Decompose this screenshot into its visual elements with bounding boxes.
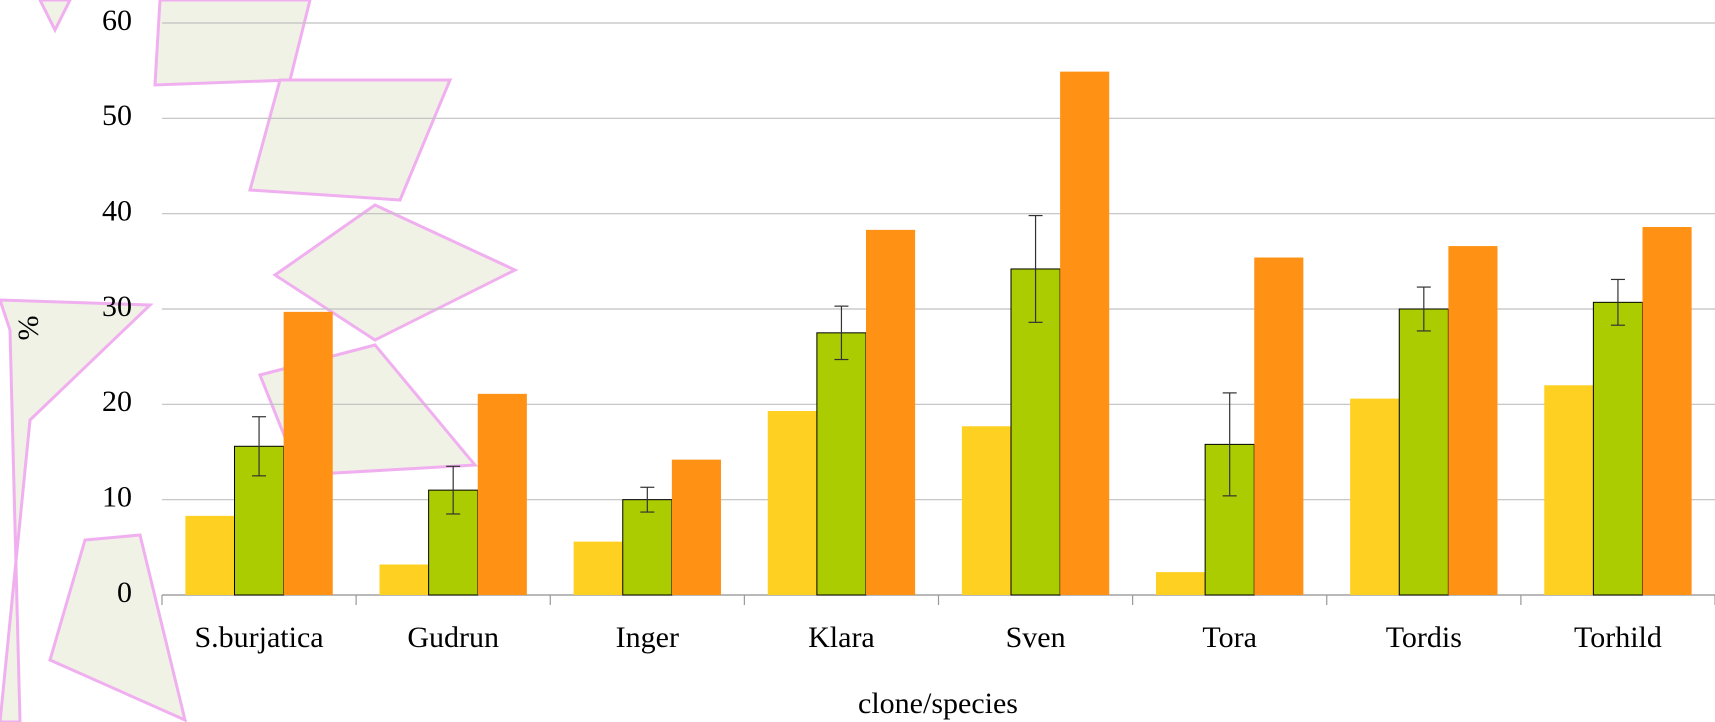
bar — [185, 516, 234, 595]
x-tick-label: Gudrun — [407, 621, 499, 654]
x-tick-label: Torhild — [1574, 621, 1662, 654]
bar — [1544, 385, 1593, 595]
x-tick-label: Klara — [808, 621, 875, 654]
bar — [817, 333, 866, 595]
bar — [672, 460, 721, 595]
bar — [1448, 246, 1497, 595]
bar — [768, 411, 817, 595]
bar — [962, 426, 1011, 595]
y-tick-label: 50 — [102, 99, 132, 132]
bar — [1350, 399, 1399, 595]
x-tick-label: Tora — [1202, 621, 1257, 654]
chart: % clone/species 0 10 20 30 40 50 60 S.burjatica… — [0, 0, 1715, 722]
bar — [623, 500, 672, 595]
bar — [478, 394, 527, 595]
y-tick-label: 10 — [102, 481, 132, 514]
bar — [1254, 258, 1303, 595]
bar — [1399, 309, 1448, 595]
y-tick-label: 0 — [117, 576, 132, 609]
bar — [574, 542, 623, 595]
bar — [1593, 302, 1642, 595]
x-tick-label: Inger — [616, 621, 679, 654]
y-tick-label: 60 — [102, 4, 132, 37]
y-tick-label: 20 — [102, 385, 132, 418]
x-tick-label: Tordis — [1386, 621, 1462, 654]
x-axis-label: clone/species — [858, 687, 1018, 720]
bar — [1060, 72, 1109, 595]
x-tick-label: Sven — [1006, 621, 1066, 654]
background-decoration — [0, 0, 515, 722]
bar — [1156, 572, 1205, 595]
y-tick-label: 40 — [102, 195, 132, 228]
bar — [1642, 227, 1691, 595]
bar — [284, 312, 333, 595]
x-tick-label: S.burjatica — [194, 621, 323, 654]
bar — [866, 230, 915, 595]
bar — [380, 564, 429, 595]
y-tick-label: 30 — [102, 290, 132, 323]
y-axis-label: % — [12, 316, 45, 341]
